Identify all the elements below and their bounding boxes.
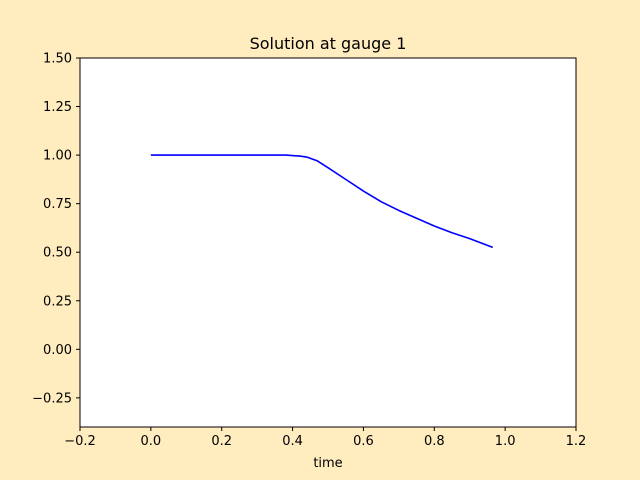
y-tick-label: 1.00 bbox=[43, 149, 72, 164]
x-axis-label: time bbox=[313, 456, 342, 471]
x-tick-label: 0.4 bbox=[282, 434, 303, 449]
x-axis-ticks: −0.2 0.0 0.2 0.4 0.6 0.8 1.0 1.2 bbox=[64, 427, 586, 449]
chart-title: Solution at gauge 1 bbox=[250, 34, 407, 53]
y-tick-label: 0.75 bbox=[43, 197, 72, 212]
x-tick-label: 0.0 bbox=[141, 434, 162, 449]
y-tick-label: 0.50 bbox=[43, 246, 72, 261]
series-line-0 bbox=[150, 154, 494, 249]
x-tick-label: 0.2 bbox=[211, 434, 232, 449]
y-tick-label: 0.25 bbox=[43, 294, 72, 309]
x-tick-label: −0.2 bbox=[64, 434, 96, 449]
y-axis-ticks: −0.25 0.00 0.25 0.50 0.75 1.00 1.25 1.50 bbox=[32, 52, 80, 406]
y-tick-label: −0.25 bbox=[32, 391, 72, 406]
x-tick-label: 1.2 bbox=[566, 434, 587, 449]
plot-area bbox=[80, 58, 576, 427]
x-tick-label: 1.0 bbox=[495, 434, 516, 449]
plot-frame bbox=[79, 57, 577, 428]
x-tick-label: 0.8 bbox=[424, 434, 445, 449]
y-tick-label: 0.00 bbox=[43, 343, 72, 358]
y-tick-label: 1.50 bbox=[43, 52, 72, 67]
series-layer bbox=[150, 154, 494, 249]
x-tick-label: 0.6 bbox=[353, 434, 374, 449]
y-tick-label: 1.25 bbox=[43, 100, 72, 115]
